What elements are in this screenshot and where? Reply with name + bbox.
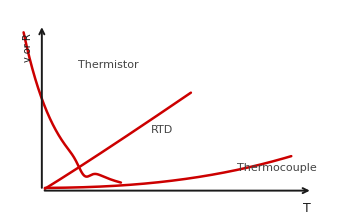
Text: v or R: v or R <box>23 33 33 62</box>
Text: Thermistor: Thermistor <box>78 60 139 70</box>
Text: T: T <box>303 202 310 215</box>
Text: RTD: RTD <box>151 126 174 136</box>
Text: Thermocouple: Thermocouple <box>237 163 316 173</box>
